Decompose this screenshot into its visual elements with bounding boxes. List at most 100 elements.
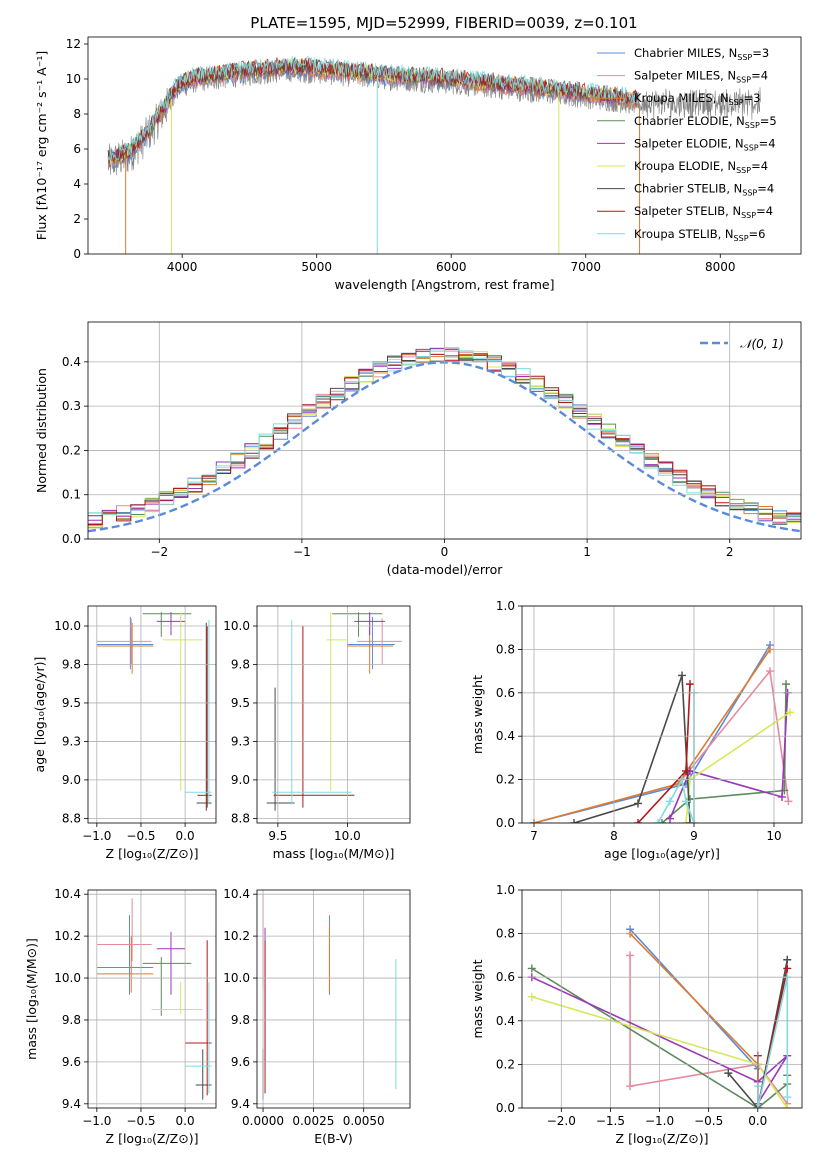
legend-entry: Kroupa ELODIE, NSSP=4: [634, 159, 768, 175]
weight-point-marker: [766, 667, 774, 676]
y-tick-label: 12: [66, 37, 81, 51]
y-tick-label: 9.4: [231, 1097, 250, 1111]
panel-age_vs_Z: −1.0 −0.5 0.0 8.8 9.0 9.3 9.5 9.8 10.0 Z [log₁₀(Z…: [32, 605, 217, 861]
y-tick-label: 9.8: [62, 1013, 81, 1027]
weight-series-line: [727, 959, 789, 1108]
weight-point-marker: [626, 951, 635, 960]
y-tick-label: 8.8: [231, 811, 250, 825]
y-axis-label: mass [log₁₀(M/M⊙)]: [24, 938, 39, 1060]
legend-entry: Chabrier ELODIE, NSSP=5: [634, 114, 777, 130]
axes-frame: [87, 605, 217, 824]
y-tick-label: 0.3: [62, 399, 81, 413]
x-tick-label: 0.0: [176, 1114, 195, 1128]
weight-point-marker: [778, 792, 786, 801]
axes-frame: [87, 321, 802, 540]
x-tick-label: 0.0025: [292, 1114, 334, 1128]
y-tick-label: 10.4: [223, 887, 250, 901]
y-tick-label: 2: [73, 212, 81, 226]
y-tick-label: 0.1: [62, 488, 81, 502]
y-tick-label: 10.0: [223, 619, 250, 633]
legend-entry: Salpeter MILES, NSSP=4: [634, 69, 768, 85]
axes-frame: [87, 36, 802, 255]
y-tick-label: 0.4: [62, 355, 81, 369]
weight-point-marker: [527, 992, 536, 1001]
weight-point-marker: [658, 819, 666, 823]
y-tick-label: 8: [73, 107, 81, 121]
y-tick-label: 0: [73, 247, 81, 261]
weight-series-line: [531, 976, 788, 1105]
x-tick-label: 0.0: [748, 1114, 767, 1128]
y-tick-label: 10.4: [54, 887, 81, 901]
spectrum-legend: Chabrier MILES, NSSP=3 Salpeter MILES, NS…: [597, 46, 777, 243]
panel-age_vs_mass: 9.5 10.0 8.8 9.0 9.3 9.5 9.8 10.0 mass [log₁₀(M/…: [223, 605, 411, 861]
weight-point-marker: [682, 766, 690, 775]
x-tick-label: −1.0: [82, 1114, 111, 1128]
weight-point-marker: [783, 955, 792, 964]
weight-point-marker: [783, 1104, 792, 1108]
y-tick-label: 10.2: [223, 929, 250, 943]
y-tick-label: 9.0: [62, 773, 81, 787]
weight-point-marker: [783, 1093, 792, 1102]
x-tick-label: −1.0: [645, 1114, 674, 1128]
weight-point-marker: [666, 797, 674, 806]
x-tick-label: 8000: [705, 260, 736, 274]
y-tick-label: 0.2: [496, 773, 515, 787]
y-tick-label: 0.0: [496, 816, 515, 830]
legend-entry: 𝒩(0, 1): [740, 337, 784, 351]
x-tick-label: 1: [583, 545, 591, 559]
x-tick-label: 0: [441, 545, 449, 559]
plot-area: [262, 894, 397, 1100]
x-axis-label: age [log₁₀(age/yr)]: [604, 846, 720, 861]
x-tick-label: 0.0050: [343, 1114, 385, 1128]
y-tick-label: 9.3: [231, 734, 250, 748]
x-tick-label: 7: [530, 829, 538, 843]
x-axis-label: Z [log₁₀(Z/Z⊙)]: [106, 846, 199, 861]
x-tick-label: 8: [610, 829, 618, 843]
x-tick-label: 0.0000: [242, 1114, 284, 1128]
x-tick-label: −1.0: [82, 829, 111, 843]
x-tick-label: 0.0: [176, 829, 195, 843]
weight-point-marker: [724, 1069, 733, 1078]
y-tick-label: 9.6: [62, 1055, 81, 1069]
plot-area: [96, 898, 212, 1100]
y-tick-label: 9.3: [62, 734, 81, 748]
legend-entry: Chabrier MILES, NSSP=3: [634, 46, 769, 62]
x-tick-label: 6000: [436, 260, 467, 274]
y-axis-label: age [log₁₀(age/yr)]: [32, 657, 47, 773]
y-tick-label: 9.8: [231, 1013, 250, 1027]
figure-title: PLATE=1595, MJD=52999, FIBERID=0039, z=0…: [250, 14, 637, 32]
y-tick-label: 10.0: [54, 971, 81, 985]
y-tick-label: 9.5: [62, 696, 81, 710]
weight-point-marker: [570, 819, 578, 823]
y-axis-label: mass weight: [470, 675, 485, 754]
weight-series-line: [637, 684, 691, 823]
y-tick-label: 0.0: [62, 532, 81, 546]
panel-weight_vs_age: 7 8 9 10 0.0 0.2 0.4 0.6 0.8 1.0 age [log₁₀(age/yr…: [470, 599, 803, 861]
legend-entry: Salpeter ELODIE, NSSP=4: [634, 136, 776, 152]
weight-point-marker: [682, 819, 690, 823]
y-tick-label: 0.4: [496, 1014, 515, 1028]
x-axis-label: (data-model)/error: [387, 562, 504, 577]
x-axis-label: E(B-V): [314, 1131, 353, 1146]
x-tick-label: 9.5: [268, 829, 287, 843]
x-tick-label: −1: [293, 545, 311, 559]
y-tick-label: 0.6: [496, 970, 515, 984]
y-tick-label: 1.0: [496, 883, 515, 897]
x-tick-label: 10.0: [334, 829, 361, 843]
y-tick-label: 10.0: [223, 971, 250, 985]
axes-frame: [256, 889, 411, 1109]
y-tick-label: 9.8: [231, 657, 250, 671]
y-tick-label: 8.8: [62, 811, 81, 825]
weight-point-marker: [634, 819, 642, 823]
y-axis-label: Flux [fλ10⁻¹⁷ erg cm⁻² s⁻¹ A⁻¹]: [34, 51, 49, 240]
legend-entry: Chabrier STELIB, NSSP=4: [634, 182, 774, 198]
x-axis-label: Z [log₁₀(Z/Z⊙)]: [616, 1131, 709, 1146]
y-tick-label: 4: [73, 177, 81, 191]
x-tick-label: 5000: [301, 260, 332, 274]
y-tick-label: 0.8: [496, 642, 515, 656]
panel-residuals: −2 −1 0 1 2 0.0 0.1 0.2 0.3 0.4 (data-model)/error…: [34, 321, 802, 577]
y-tick-label: 9.6: [231, 1055, 250, 1069]
weight-point-marker: [527, 964, 536, 973]
